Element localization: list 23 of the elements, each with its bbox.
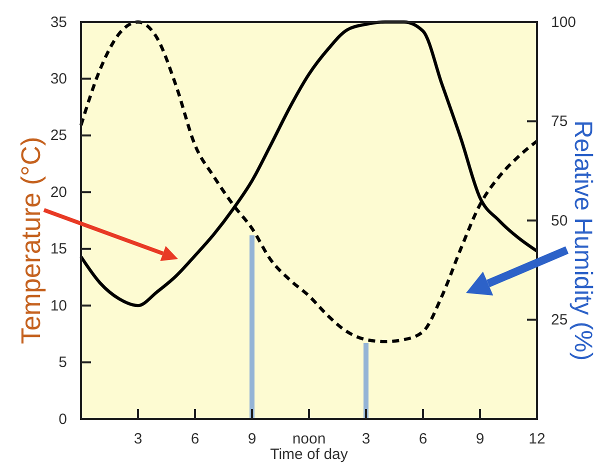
x-tick-label: 9 <box>476 430 484 448</box>
y2-tick-label: 50 <box>551 212 568 230</box>
y-tick-label: 5 <box>58 354 67 372</box>
y-tick-label: 30 <box>50 70 67 88</box>
x-tick-label: 3 <box>362 430 370 448</box>
y2-tick-label: 100 <box>551 14 576 31</box>
x-tick-label: 6 <box>418 430 428 448</box>
y2-tick-label: 25 <box>551 312 568 329</box>
x-axis-title: Time of day <box>270 446 348 463</box>
x-tick-label: 12 <box>528 430 546 448</box>
y-tick-label: 20 <box>50 184 67 201</box>
y-axis-title: Temperature (°C) <box>16 136 46 344</box>
x-tick-label: 9 <box>248 430 256 448</box>
x-tick-label: noon <box>292 430 326 448</box>
y-tick-label: 10 <box>50 297 67 314</box>
y-tick-label: 15 <box>50 240 67 258</box>
y2-tick-label: 75 <box>551 113 568 130</box>
x-tick-label: 3 <box>134 430 142 448</box>
x-tick-label: 6 <box>190 430 200 448</box>
y2-axis-title: Relative Humidity (%) <box>569 120 597 361</box>
y-tick-label: 35 <box>50 14 67 31</box>
y-tick-label: 0 <box>58 410 67 428</box>
y-tick-label: 25 <box>50 127 67 144</box>
